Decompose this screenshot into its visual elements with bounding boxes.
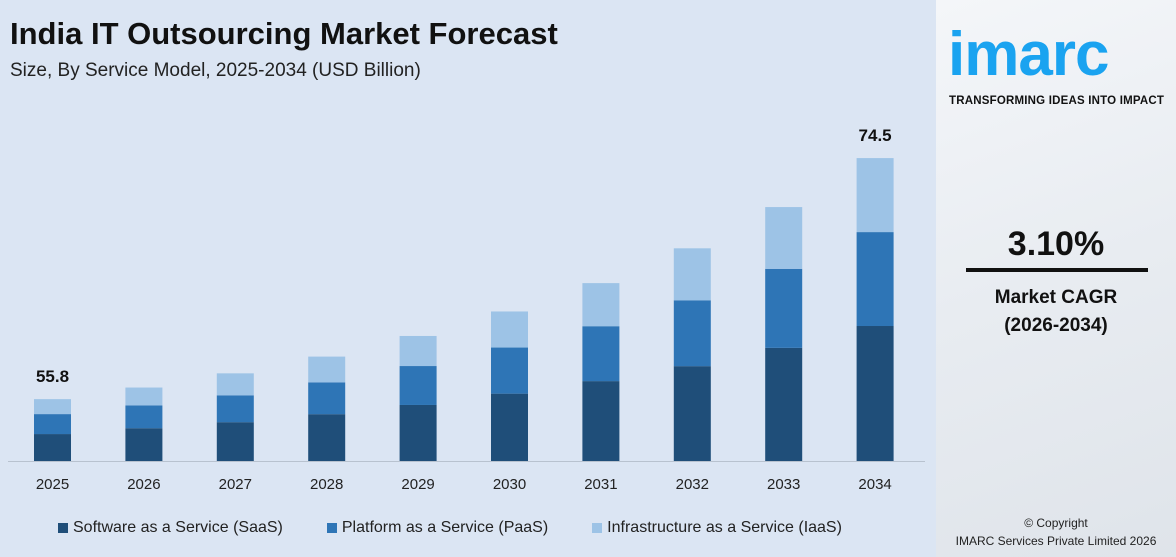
bar-segment-2027-1 [216,395,254,423]
bar-segment-2025-1 [34,414,71,435]
x-tick-label: 2025 [36,476,69,493]
bar-segment-2029-1 [399,366,437,405]
bar-segment-2027-2 [216,373,254,396]
x-tick-label: 2032 [676,476,709,493]
cagr-label: Market CAGR (2026-2034) [936,284,1176,340]
x-tick-label: 2027 [219,476,252,493]
data-label: 74.5 [859,126,892,145]
bar-segment-2028-2 [308,356,346,383]
bar-segment-2034-1 [856,232,894,327]
divider [966,268,1148,272]
bar-segment-2031-1 [582,326,620,382]
legend-swatch [326,523,337,533]
bar-segment-2031-0 [582,381,620,461]
legend-swatch [58,523,68,533]
bar-segment-2034-2 [856,158,894,233]
bar-segment-2025-0 [34,434,71,461]
copyright: © Copyright IMARC Services Private Limit… [936,514,1176,550]
legend-swatch [592,523,603,533]
bar-segment-2030-1 [491,347,528,394]
chart-area: India IT Outsourcing Market Forecast Siz… [8,16,925,538]
cagr-value: 3.10% [1007,225,1105,263]
copyright-line: © Copyright [1024,516,1088,530]
side-panel: imarc TRANSFORMING IDEAS INTO IMPACT 3.1… [936,0,1176,557]
legend: Software as a Service (SaaS) Platform as… [58,518,842,538]
legend-label: Platform as a Service (PaaS) [341,519,549,536]
data-label: 55.8 [36,367,69,386]
bar-segment-2031-2 [582,283,620,327]
bar-segment-2029-0 [399,404,437,461]
bar-segment-2028-1 [308,382,346,415]
logo-tagline: TRANSFORMING IDEAS INTO IMPACT [949,95,1165,107]
bar-segment-2025-2 [34,399,71,415]
x-tick-label: 2026 [127,476,160,493]
stacked-bar-chart: 2025 55.8 2026 2027 2028 2029 2030 2031 2032 2033… [8,126,925,493]
chart-title: India IT Outsourcing Market Forecast [10,16,558,51]
legend-item-saas: Software as a Service (SaaS) [58,518,283,538]
x-tick-label: 2028 [310,476,343,493]
bar-segment-2032-2 [673,248,711,301]
x-tick-label: 2029 [401,476,434,493]
bar-segment-2032-0 [673,366,711,461]
bar-segment-2028-0 [308,414,346,461]
x-tick-label: 2031 [584,476,617,493]
legend-item-iaas: Infrastructure as a Service (IaaS) [592,518,842,538]
bar-segment-2029-2 [399,335,437,367]
x-tick-label: 2033 [767,476,800,493]
bar-segment-2033-2 [765,207,803,269]
x-tick-label: 2030 [493,476,526,493]
bar-segment-2030-0 [491,393,528,461]
cagr-label-text: Market CAGR [994,287,1118,308]
bar-segment-2027-0 [216,422,254,461]
bar-segment-2033-1 [765,268,803,348]
bar-segment-2026-2 [125,387,163,406]
x-tick-label: 2034 [858,476,891,493]
cagr-period: (2026-2034) [1004,315,1108,336]
legend-item-paas: Platform as a Service (PaaS) [326,518,549,538]
imarc-logo: imarc [948,20,1109,89]
bar-segment-2030-2 [491,311,528,348]
chart-subtitle: Size, By Service Model, 2025-2034 (USD B… [10,60,421,81]
bar-segment-2026-1 [125,405,163,429]
legend-label: Infrastructure as a Service (IaaS) [607,519,842,536]
copyright-company: IMARC Services Private Limited 2026 [955,534,1157,548]
bar-segment-2033-0 [765,347,803,461]
bar-segment-2032-1 [673,300,711,367]
bar-segment-2034-0 [856,326,894,461]
bar-segment-2026-0 [125,428,163,461]
legend-label: Software as a Service (SaaS) [73,519,283,536]
